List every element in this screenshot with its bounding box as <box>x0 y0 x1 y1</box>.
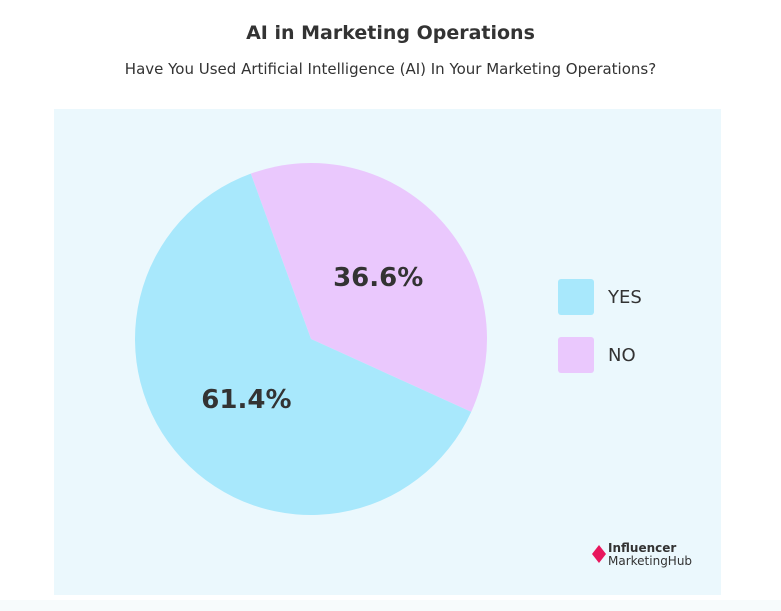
legend-swatch-no <box>558 337 594 373</box>
legend-label-yes: YES <box>608 286 642 308</box>
pie-chart: 36.6% 61.4% <box>135 163 488 515</box>
pie-slice-no <box>250 163 488 412</box>
legend-swatch-yes <box>558 279 594 315</box>
slice-value-label-no: 36.6% <box>333 263 423 293</box>
diamond-arrow-icon <box>592 545 606 563</box>
logo-text-line2: MarketingHub <box>608 554 693 568</box>
chart-subtitle: Have You Used Artificial Intelligence (A… <box>124 60 657 78</box>
slice-value-label-yes: 61.4% <box>201 385 291 415</box>
bottom-strip <box>0 600 781 611</box>
legend-item-no: NO <box>558 337 642 373</box>
logo-text-line1: Influencer <box>608 541 677 555</box>
legend-item-yes: YES <box>558 279 642 315</box>
pie-slice-yes <box>135 173 472 515</box>
influencer-marketing-hub-logo: Influencer MarketingHub <box>592 541 712 569</box>
chart-panel: 36.6% 61.4% YES NO Influencer MarketingHu… <box>54 109 721 595</box>
chart-title: AI in Marketing Operations <box>246 22 535 44</box>
legend-label-no: NO <box>608 344 636 366</box>
chart-legend: YES NO <box>558 279 642 395</box>
